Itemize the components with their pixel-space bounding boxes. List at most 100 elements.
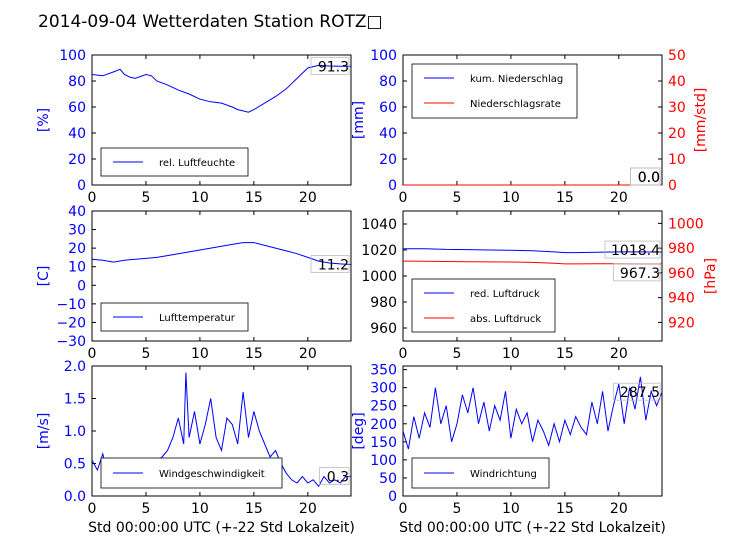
last-value-box [630, 167, 661, 186]
x-tick-label: 15 [245, 190, 263, 206]
y-axis-label: [C] [36, 266, 52, 287]
panel-precip: 0 5 10 15 20 0 20 40 60 80 100 0 10 20 30 40 50 [mm/std] [… [351, 48, 709, 206]
x-tick-label: 0 [399, 190, 408, 206]
legend-entry: abs. Luftdruck [470, 314, 541, 325]
legend: Windrichtung [411, 457, 550, 489]
series-line-red-luftdruck [403, 248, 663, 254]
y-tick-label: 1040 [361, 217, 397, 233]
y2-tick-label: 920 [668, 315, 695, 331]
y-tick-label: 100 [370, 48, 397, 64]
y-tick-label: 20 [379, 152, 397, 168]
legend-entry: rel. Luftfeuchte [159, 158, 235, 169]
last-value-box [310, 56, 350, 75]
y-tick-label: 10 [68, 260, 86, 276]
x-tick-label: 0 [88, 190, 97, 206]
legend-box [411, 278, 556, 333]
y2-tick-label: 1000 [668, 216, 704, 232]
last-value-label: 11.2 [318, 257, 349, 273]
y2-tick-label: 20 [668, 126, 686, 142]
y2-axis-label: [mm/std] [693, 88, 709, 153]
x-tick-label: 20 [610, 501, 628, 517]
legend: rel. Luftfeuchte [100, 147, 249, 177]
legend: Lufttemperatur [100, 302, 249, 332]
y-tick-label: 100 [370, 453, 397, 469]
x-tick-label: 15 [556, 190, 574, 206]
y-tick-label: 1020 [361, 243, 397, 259]
y2-tick-label: 0 [668, 178, 677, 194]
legend-entry: Lufttemperatur [159, 313, 236, 324]
y-tick-label: 2.0 [64, 359, 86, 375]
last-value-box [613, 382, 661, 401]
x-tick-label: 5 [452, 190, 461, 206]
x-tick-label: 15 [245, 501, 263, 517]
last-value-label: 287.5 [620, 385, 660, 401]
last-value-box [613, 263, 661, 282]
y-tick-label: 1000 [361, 269, 397, 285]
x-tick-label: 5 [141, 346, 150, 362]
series-line-rel-luftfeuchte [91, 64, 351, 113]
y-tick-label: 1.5 [64, 392, 86, 408]
y2-axis-label: [hPa] [703, 258, 719, 294]
series-line-lufttemperatur [91, 242, 352, 265]
y-tick-label: 50 [379, 471, 397, 487]
y-tick-label: 0 [388, 489, 397, 505]
y2-tick-label: 960 [668, 266, 695, 282]
panel-humidity: 0 5 10 15 20 0 20 40 60 80 100 [%] rel. Luftfeuchte 9… [36, 48, 352, 206]
x-tick-label: 10 [502, 190, 520, 206]
panel-temperature: 0 5 10 15 20 −30 −20 −10 0 10 20 30 40 [C] Lufttempera… [36, 204, 352, 362]
x-tick-label: 10 [191, 501, 209, 517]
x-tick-label: 15 [556, 501, 574, 517]
legend: kum. Niederschlag Niederschlagsrate [411, 63, 578, 119]
y2-tick-label: 980 [668, 241, 695, 257]
legend-entry: Niederschlagsrate [470, 99, 561, 110]
y-tick-label: −10 [56, 297, 86, 313]
x-tick-label: 0 [399, 501, 408, 517]
x-tick-label: 20 [299, 346, 317, 362]
last-value-label: 0.0 [638, 170, 660, 186]
legend-entry: Windrichtung [470, 469, 537, 480]
x-tick-label: 5 [452, 346, 461, 362]
y2-tick-label: 30 [668, 100, 686, 116]
legend-entry: red. Luftdruck [470, 289, 540, 300]
figure-title: 2014-09-04 Wetterdaten Station ROTZ□ [38, 12, 383, 32]
y-tick-label: 60 [379, 100, 397, 116]
last-value-label: 0.3 [327, 470, 349, 486]
y-tick-label: 1.0 [64, 424, 86, 440]
x-tick-label: 0 [88, 346, 97, 362]
x-tick-label: 20 [299, 190, 317, 206]
y-tick-label: 30 [68, 223, 86, 239]
y-tick-label: 20 [68, 241, 86, 257]
y-tick-label: 0 [388, 178, 397, 194]
y-tick-label: 0 [77, 178, 86, 194]
y-tick-label: 40 [379, 126, 397, 142]
y-tick-label: 960 [370, 321, 397, 337]
y-tick-label: 80 [379, 74, 397, 90]
y2-tick-label: 40 [668, 74, 686, 90]
x-tick-label: 5 [141, 190, 150, 206]
x-tick-label: 5 [141, 501, 150, 517]
x-tick-label: 10 [502, 346, 520, 362]
x-tick-label: 20 [610, 346, 628, 362]
y-axis-label: [m/s] [36, 413, 52, 450]
y-tick-label: 100 [59, 48, 86, 64]
series-line-windrichtung [402, 376, 663, 450]
y-axis-label: [mm] [351, 101, 367, 139]
y-tick-label: 300 [370, 381, 397, 397]
panel-pressure: 0 5 10 15 20 960 980 1000 1020 1040 920 940 960 980 10… [361, 210, 719, 362]
legend: red. Luftdruck abs. Luftdruck [411, 278, 556, 333]
y-tick-label: 150 [370, 435, 397, 451]
last-value-label: 91.3 [318, 59, 349, 75]
panel-windspeed: 0 5 10 15 20 0.0 0.5 1.0 1.5 2.0 [m/s] Std 00:00:00… [36, 359, 355, 536]
legend-box [411, 63, 578, 119]
x-tick-label: 10 [502, 501, 520, 517]
x-tick-label: 5 [452, 501, 461, 517]
y-tick-label: 980 [370, 295, 397, 311]
x-axis-label: Std 00:00:00 UTC (+-22 Std Lokalzeit) [88, 520, 355, 536]
y-tick-label: 200 [370, 417, 397, 433]
y-tick-label: −30 [56, 334, 86, 350]
last-value-box [310, 255, 350, 273]
last-value-box [319, 467, 350, 485]
y-tick-label: 40 [68, 126, 86, 142]
